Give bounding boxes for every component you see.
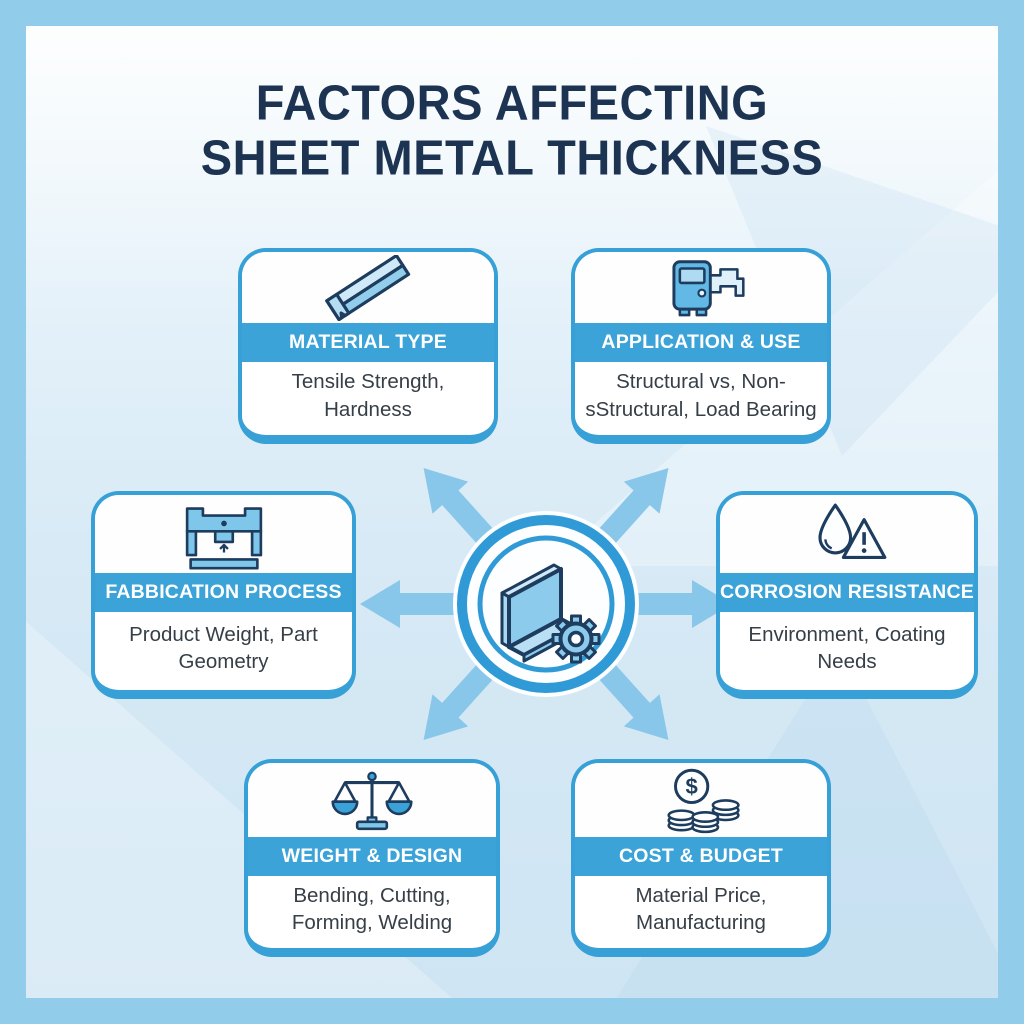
press-machine-icon (95, 495, 352, 573)
page-title: FACTORS AFFECTING SHEET METAL THICKNESS (26, 74, 998, 185)
card-heading: MATERIAL TYPE (242, 323, 494, 362)
sheet-metal-gear-icon (500, 563, 601, 664)
arrow-left (360, 580, 486, 628)
card-fabrication-process: FABBICATION PROCESS Product Weight, Part… (91, 491, 356, 699)
card-body-text: Material Price, Manufacturing (635, 883, 767, 934)
title-line-1: FACTORS AFFECTING (255, 74, 769, 131)
card-heading: COST & BUDGET (575, 837, 827, 876)
balance-scale-icon (248, 763, 496, 837)
fabrication-machine-icon (575, 252, 827, 323)
hub-and-arrows-graphic (360, 468, 732, 740)
card-heading: FABBICATION PROCESS (95, 573, 352, 612)
card-body-text: Bending, Cutting, Forming, Welding (291, 883, 453, 934)
card-heading: CORROSION RESISTANCE (720, 573, 974, 612)
coins-icon: $ (575, 763, 827, 837)
card-cost-budget: $ COST & BUDGET Material Price, Manufact… (571, 759, 831, 957)
droplet-warning-icon (720, 495, 974, 573)
card-heading: APPLICATION & USE (575, 323, 827, 362)
card-heading: WEIGHT & DESIGN (248, 837, 496, 876)
title-line-2: SHEET METAL THICKNESS (200, 129, 824, 185)
card-body-text: Environment, Coating Needs (748, 622, 946, 673)
card-weight-design: WEIGHT & DESIGN Bending, Cutting, Formin… (244, 759, 500, 957)
card-application-use: APPLICATION & USE Structural vs, Non- sS… (571, 248, 831, 444)
svg-text:$: $ (686, 774, 698, 799)
metal-bar-icon (242, 252, 494, 323)
card-corrosion-resistance: CORROSION RESISTANCE Environment, Coatin… (716, 491, 978, 699)
card-body-text: Structural vs, Non- sStructural, Load Be… (585, 370, 817, 421)
card-body-text: Product Weight, Part Geometry (129, 622, 318, 673)
card-body-text: Tensile Strength, Hardness (291, 370, 445, 421)
card-material-type: MATERIAL TYPE Tensile Strength, Hardness (238, 248, 498, 444)
arrow-right (606, 580, 732, 628)
